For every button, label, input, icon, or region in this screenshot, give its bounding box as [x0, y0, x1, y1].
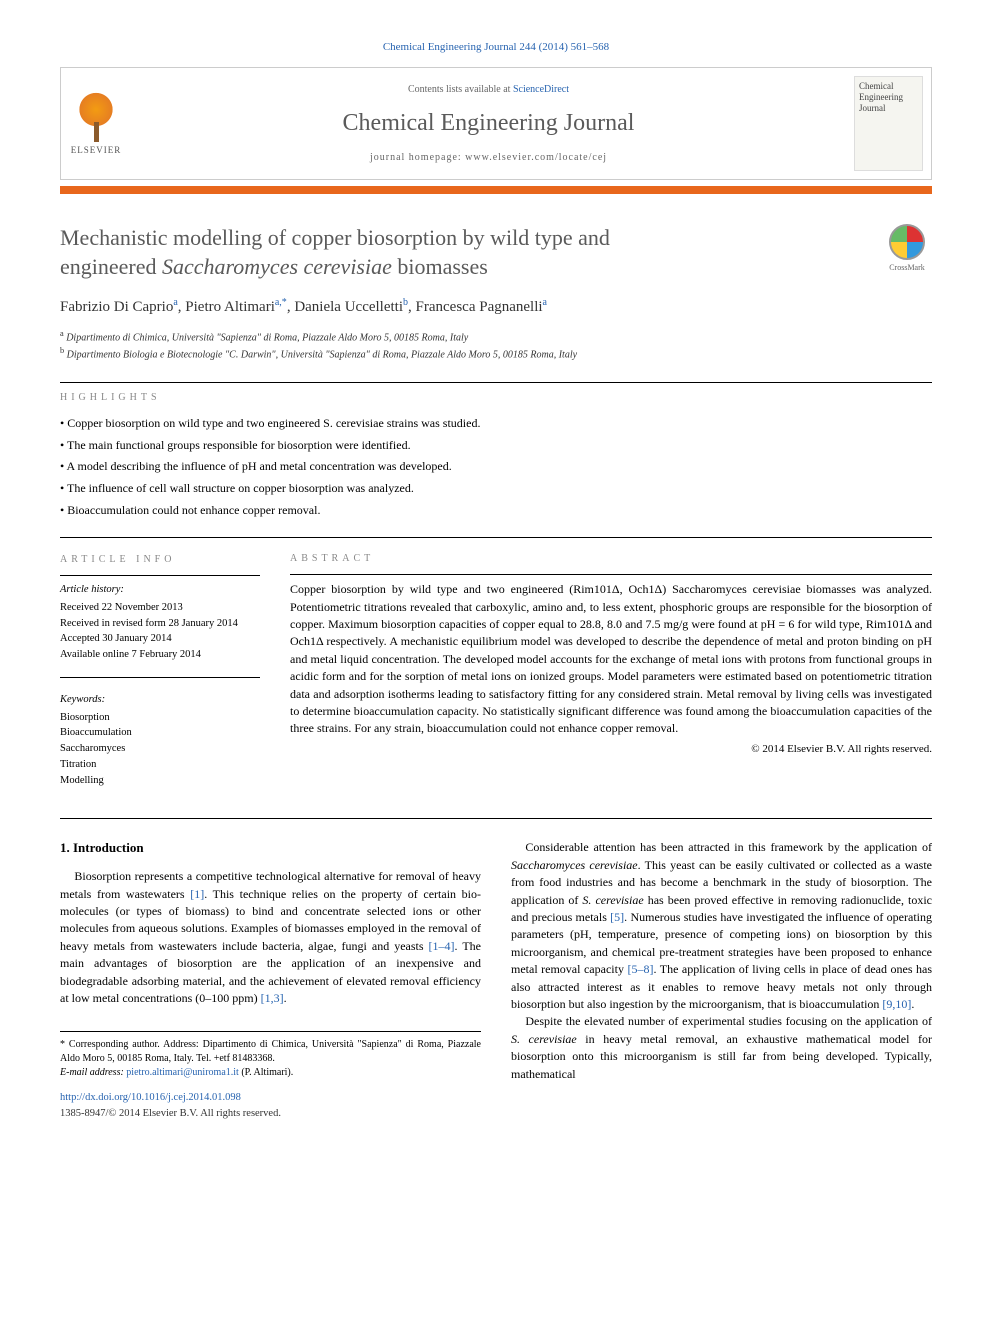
ref-link[interactable]: [1] — [190, 887, 204, 901]
title-line2-pre: engineered — [60, 254, 162, 279]
history-online: Available online 7 February 2014 — [60, 647, 260, 663]
authors-line: Fabrizio Di Caprioa, Pietro Altimaria,*,… — [60, 296, 932, 318]
email-link[interactable]: pietro.altimari@uniroma1.it — [126, 1067, 239, 1078]
article-title: Mechanistic modelling of copper biosorpt… — [60, 224, 882, 281]
publisher-name: ELSEVIER — [71, 144, 122, 157]
corresponding-footer: * Corresponding author. Address: Diparti… — [60, 1031, 481, 1080]
contents-prefix: Contents lists available at — [408, 84, 513, 95]
email-line: E-mail address: pietro.altimari@uniroma1… — [60, 1066, 481, 1080]
author: Daniela Uccellettib — [294, 299, 408, 315]
divider — [60, 382, 932, 383]
abstract-block: abstract Copper biosorption by wild type… — [290, 544, 932, 788]
journal-header: ELSEVIER Contents lists available at Sci… — [60, 67, 932, 180]
highlights-block: Copper biosorption on wild type and two … — [60, 413, 932, 521]
journal-cover: Chemical Engineering Journal — [846, 68, 931, 179]
issn-line: 1385-8947/© 2014 Elsevier B.V. All right… — [60, 1106, 481, 1121]
homepage-url: www.elsevier.com/locate/cej — [465, 152, 607, 163]
email-label: E-mail address: — [60, 1067, 126, 1078]
title-species: Saccharomyces cerevisiae — [162, 254, 392, 279]
divider — [290, 574, 932, 575]
highlight-item: Bioaccumulation could not enhance copper… — [60, 500, 932, 522]
keywords-list: BiosorptionBioaccumulationSaccharomycesT… — [60, 710, 260, 789]
corresponding-author: * Corresponding author. Address: Diparti… — [60, 1038, 481, 1066]
history-received: Received 22 November 2013 — [60, 600, 260, 616]
ref-link[interactable]: [1,3] — [261, 991, 284, 1005]
contents-available: Contents lists available at ScienceDirec… — [151, 83, 826, 97]
divider — [60, 677, 260, 678]
highlights-label: highlights — [60, 391, 932, 405]
history-accepted: Accepted 30 January 2014 — [60, 631, 260, 647]
author: Fabrizio Di Caprioa — [60, 299, 178, 315]
title-line2-post: biomasses — [392, 254, 488, 279]
intro-p1: Biosorption represents a competitive tec… — [60, 868, 481, 1007]
keywords-label: Keywords: — [60, 692, 260, 708]
divider — [60, 575, 260, 576]
elsevier-tree-icon — [71, 92, 121, 142]
homepage-prefix: journal homepage: — [370, 152, 465, 163]
intro-col2-p2: Despite the elevated number of experimen… — [511, 1013, 932, 1083]
email-suffix: (P. Altimari). — [239, 1067, 293, 1078]
intro-heading: 1. Introduction — [60, 839, 481, 858]
right-column: Considerable attention has been attracte… — [511, 839, 932, 1120]
keyword: Saccharomyces — [60, 741, 260, 757]
keyword: Biosorption — [60, 710, 260, 726]
ref-link[interactable]: [1–4] — [429, 939, 455, 953]
journal-homepage: journal homepage: www.elsevier.com/locat… — [151, 151, 826, 165]
highlight-item: The main functional groups responsible f… — [60, 435, 932, 457]
citation-line: Chemical Engineering Journal 244 (2014) … — [60, 40, 932, 55]
abstract-text: Copper biosorption by wild type and two … — [290, 581, 932, 738]
ref-link[interactable]: [9,10] — [882, 997, 911, 1011]
cover-thumbnail: Chemical Engineering Journal — [854, 76, 923, 171]
highlight-item: The influence of cell wall structure on … — [60, 478, 932, 500]
article-info-label: article info — [60, 552, 260, 567]
affiliation: b Dipartimento Biologia e Biotecnologie … — [60, 345, 932, 362]
intro-col2-p1: Considerable attention has been attracte… — [511, 839, 932, 1013]
highlight-item: A model describing the influence of pH a… — [60, 456, 932, 478]
author: Pietro Altimaria,* — [185, 299, 287, 315]
divider — [60, 537, 932, 538]
author: Francesca Pagnanellia — [416, 299, 547, 315]
crossmark-badge[interactable]: CrossMark — [882, 224, 932, 273]
journal-name: Chemical Engineering Journal — [151, 107, 826, 141]
sciencedirect-link[interactable]: ScienceDirect — [513, 84, 569, 95]
crossmark-label: CrossMark — [889, 263, 925, 272]
crossmark-icon — [889, 224, 925, 260]
abstract-label: abstract — [290, 552, 932, 566]
title-line1: Mechanistic modelling of copper biosorpt… — [60, 225, 610, 250]
doi-line: http://dx.doi.org/10.1016/j.cej.2014.01.… — [60, 1090, 481, 1105]
ref-link[interactable]: [5] — [610, 910, 624, 924]
affiliations: a Dipartimento di Chimica, Università "S… — [60, 328, 932, 363]
divider — [60, 818, 932, 819]
accent-bar — [60, 186, 932, 194]
keyword: Modelling — [60, 773, 260, 789]
doi-link[interactable]: http://dx.doi.org/10.1016/j.cej.2014.01.… — [60, 1092, 241, 1103]
history-label: Article history: — [60, 582, 260, 598]
keyword: Titration — [60, 757, 260, 773]
copyright: © 2014 Elsevier B.V. All rights reserved… — [290, 742, 932, 757]
keyword: Bioaccumulation — [60, 725, 260, 741]
publisher-logo: ELSEVIER — [61, 68, 131, 179]
article-info: article info Article history: Received 2… — [60, 544, 260, 788]
body-columns: 1. Introduction Biosorption represents a… — [60, 839, 932, 1120]
history-revised: Received in revised form 28 January 2014 — [60, 616, 260, 632]
left-column: 1. Introduction Biosorption represents a… — [60, 839, 481, 1120]
ref-link[interactable]: [5–8] — [627, 962, 653, 976]
affiliation: a Dipartimento di Chimica, Università "S… — [60, 328, 932, 345]
highlight-item: Copper biosorption on wild type and two … — [60, 413, 932, 435]
